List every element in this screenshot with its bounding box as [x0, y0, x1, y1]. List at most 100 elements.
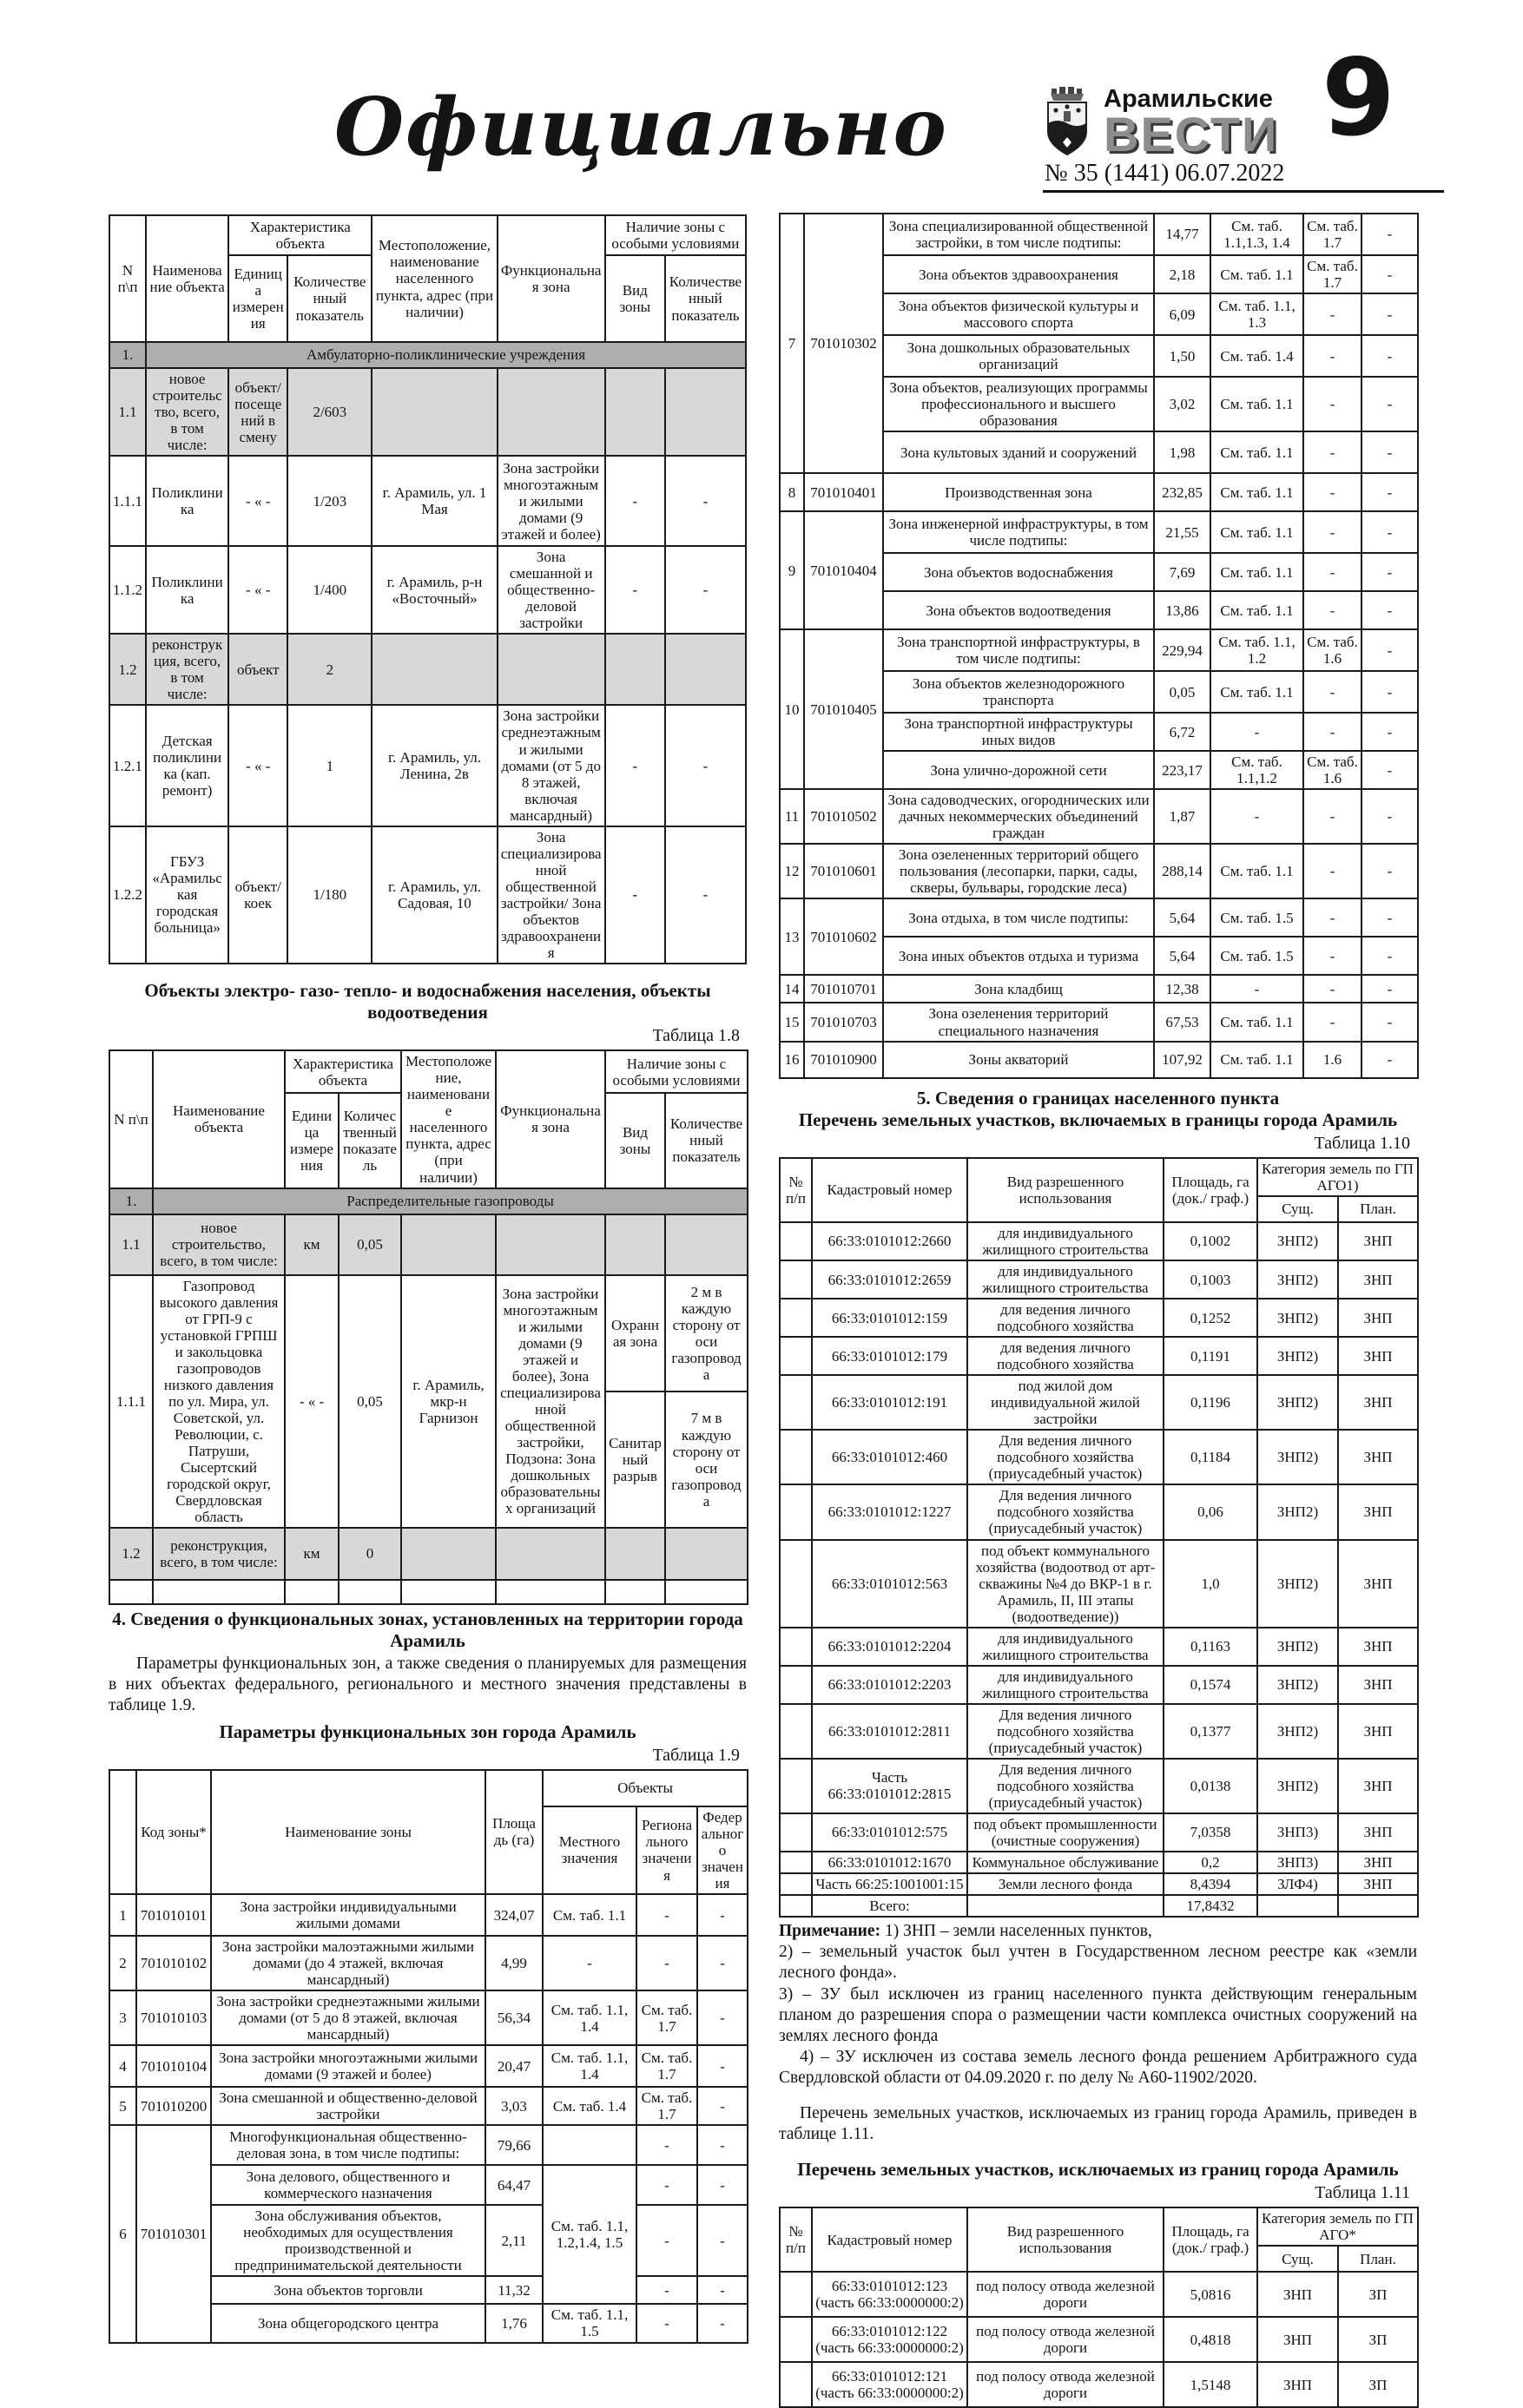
table-cell: ЗНП: [1336, 1626, 1420, 1667]
table-cell: N п\п: [109, 1049, 154, 1189]
table-cell: 66:33:0101012:2811: [811, 1702, 968, 1760]
table-cell: 66:33:0101012:1227: [811, 1484, 968, 1541]
table-cell: 1.1: [109, 1213, 154, 1276]
table-cell: 66:33:0101012:121 (часть 66:33:0000000:2…: [811, 2361, 968, 2408]
table-cell: Зона застройки среднеэтажными жилыми дом…: [496, 704, 606, 827]
table-cell: [779, 1812, 813, 1853]
table-cell: 0,05: [1153, 670, 1211, 714]
table-cell: ЗНП: [1336, 1757, 1420, 1814]
table-cell: [779, 1374, 813, 1431]
table-cell: 3,02: [1153, 376, 1211, 433]
table-cell: [109, 1579, 154, 1605]
table-cell: См. таб. 1.1: [542, 1893, 637, 1938]
table-cell: 701010200: [135, 2086, 212, 2127]
heading-excluded-parcels: Перечень земельных участков, исключаемых…: [797, 2158, 1399, 2180]
table-cell: ЗНП3): [1256, 1812, 1339, 1853]
table-row: 3 701010103 Зона застройки среднеэтажными …: [109, 1990, 749, 2047]
table-row: Часть 66:25:1001001:15 Земли лесного фонд…: [779, 1872, 1420, 1897]
table-cell: Количественный показатель: [287, 254, 373, 343]
table-row: 66:33:0101012:123 (часть 66:33:0000000:2…: [779, 2271, 1419, 2319]
table-row: № п/п Кадастровый номер Вид разрешенного и…: [779, 1156, 1420, 1223]
table-cell: ЗНП2): [1256, 1336, 1339, 1377]
section-4-paragraph: Параметры функциональных зон, а также св…: [109, 1655, 747, 1714]
table-row: 66:33:0101012:179 для ведения личного под…: [779, 1336, 1420, 1377]
table-row: 66:33:0101012:563 под объект коммунальног…: [779, 1538, 1420, 1628]
table-cell: -: [1302, 788, 1362, 845]
table-cell: План.: [1337, 2245, 1419, 2273]
table-cell: 288,14: [1153, 843, 1211, 900]
table-row: 1.1.1 Газопровод высокого давления от ГРП…: [109, 1273, 748, 1530]
table-row: 1.1.1 Поликлиника - « -1/203 г. Арамиль, ул…: [108, 455, 748, 548]
table-cell: ЗНП: [1336, 1298, 1420, 1339]
note-line-1-text: 1) ЗНП – земли населенных пунктов,: [880, 1922, 1152, 1941]
table-cell: Зона объектов железнодорожного транспорт…: [882, 670, 1155, 714]
table-cell: 1/203: [287, 455, 373, 548]
table-cell: [604, 1213, 666, 1276]
table-cell: ЗНП2): [1256, 1538, 1339, 1628]
table-cell: -: [1302, 936, 1362, 977]
table-cell: ЗНП2): [1256, 1429, 1339, 1486]
table-cell: 4,99: [485, 1935, 544, 1992]
table-cell: 1: [287, 704, 373, 827]
table-cell: -: [1302, 1002, 1362, 1043]
table-included-parcels: № п/п Кадастровый номер Вид разрешенного и…: [779, 1156, 1420, 1918]
table-cell: 1,87: [1153, 788, 1211, 845]
table-cell: Детская поликлиника (кап. ремонт): [145, 704, 230, 827]
table-cell: 5: [109, 2086, 137, 2127]
table-cell: 56,34: [485, 1990, 544, 2047]
table-cell: под полосу отвода железной дороги: [966, 2361, 1164, 2408]
table-cell: 1,5148: [1163, 2361, 1258, 2408]
table-cell: -: [636, 2164, 698, 2207]
table-cell: 701010404: [803, 510, 884, 631]
table-cell: [604, 1579, 666, 1605]
table-row: № п/п Кадастровый номер Вид разрешенного и…: [779, 2207, 1419, 2273]
table-cell: реконструкция, всего, в том числе:: [152, 1527, 286, 1581]
table-cell: -: [1210, 788, 1304, 845]
table-row: Зона транспортной инфраструктуры иных ви…: [780, 712, 1419, 753]
table-cell: 66:33:0101012:122 (часть 66:33:0000000:2…: [811, 2316, 968, 2364]
table-cell: [779, 1260, 813, 1300]
table-cell: -: [1302, 898, 1362, 938]
table-cell: [966, 1894, 1164, 1918]
table-cell: -: [1361, 670, 1419, 714]
table-row: 10 701010405 Зона транспортной инфраструкт…: [779, 628, 1419, 791]
table-row: 1.1 новое строительство, всего, в том чис…: [109, 1213, 748, 1276]
note-line-1: Примечание: 1) ЗНП – земли населенных пу…: [779, 1921, 1417, 1942]
table-gas-pipelines: N п\п Наименование объекта Характеристика …: [109, 1049, 748, 1605]
excluded-intro-paragraph: Перечень земельных участков, исключаемых…: [779, 2103, 1417, 2143]
table-cell: См. таб. 1.6: [1302, 628, 1362, 673]
table-cell: Зона застройки малоэтажными жилыми домам…: [210, 1935, 486, 1992]
table-cell: -: [1302, 293, 1362, 337]
table-cell: 701010101: [135, 1893, 212, 1938]
table-row: 1.2.2 ГБУЗ «Арамильская городская больниц…: [108, 825, 748, 964]
table-cell: [779, 1298, 813, 1339]
table-row: 66:33:0101012:2811 Для ведения личного по…: [779, 1702, 1420, 1760]
table-cell: 2,11: [485, 2204, 544, 2278]
newspaper-page: { "palette":{"band_gray":"#aeaeae","shad…: [108, 45, 1444, 2408]
table-cell: 1,50: [1153, 334, 1211, 378]
table-cell: [152, 1579, 286, 1605]
table-cell: 1.1.1: [109, 1273, 154, 1530]
table-cell: -: [696, 1990, 749, 2047]
table-cell: Наименование объекта: [145, 214, 230, 343]
table-cell: Зоны акваторий: [882, 1040, 1155, 1079]
table-cell: под объект промышленности (очистные соор…: [966, 1812, 1164, 1853]
issue-line: № 35 (1441) 06.07.2022: [1045, 160, 1285, 187]
table-cell: См. таб. 1.4: [542, 2086, 637, 2127]
table-cell: -: [1302, 472, 1362, 513]
table-cell: Категория земель по ГП АГО1): [1256, 1156, 1420, 1197]
table-row: 8 701010401 Производственная зона 232,85 См.…: [779, 472, 1419, 513]
table-cell: Для ведения личного подсобного хозяйства…: [966, 1757, 1164, 1814]
heading-included-parcels: Перечень земельных участков, включаемых …: [798, 1109, 1398, 1130]
table-cell: Часть 66:33:0101012:2815: [811, 1757, 968, 1814]
table-cell: Зона отдыха, в том числе подтипы:: [882, 898, 1155, 938]
table-cell: 13: [779, 898, 805, 977]
table-cell: -: [1361, 628, 1419, 673]
table-cell: [496, 366, 606, 457]
table-cell: [284, 1579, 340, 1605]
table-cell: -: [696, 2164, 749, 2207]
heading-section-5: 5. Сведения о границах населенного пункт…: [916, 1087, 1280, 1109]
table-cell: № п/п: [779, 1156, 813, 1223]
table-cell: Зона транспортной инфраструктуры, в том …: [882, 628, 1155, 673]
table-cell: См. таб. 1.1: [1210, 670, 1304, 714]
